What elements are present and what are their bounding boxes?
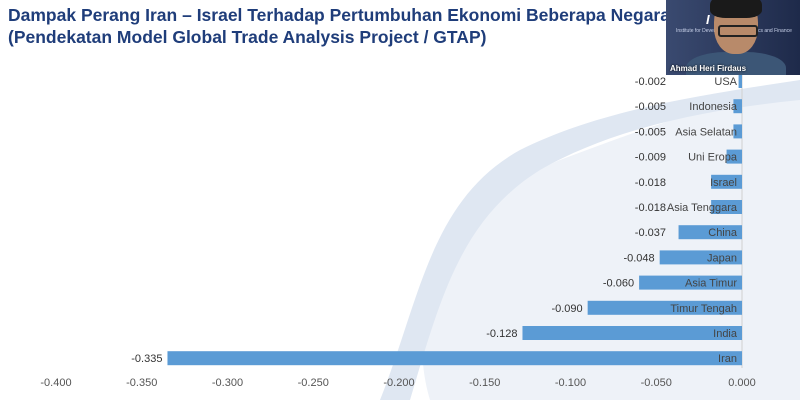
- x-tick-label: 0.000: [728, 377, 756, 389]
- bar-timur-tengah: [587, 300, 742, 315]
- bar-uni-eropa: [726, 149, 742, 164]
- category-label: Israel: [710, 177, 737, 189]
- slide-title: Dampak Perang Iran – Israel Terhadap Per…: [8, 4, 670, 48]
- x-tick-label: -0.100: [555, 377, 586, 389]
- x-tick-label: -0.050: [641, 377, 672, 389]
- x-tick-label: -0.350: [126, 377, 157, 389]
- bar-indonesia: [733, 99, 742, 114]
- x-tick-label: -0.250: [298, 377, 329, 389]
- value-label: -0.002: [635, 76, 666, 88]
- bar-israel: [711, 174, 742, 189]
- category-label: China: [708, 227, 738, 239]
- institute-logo: I: [706, 12, 710, 27]
- value-label: -0.060: [603, 278, 634, 290]
- value-label: -0.009: [635, 152, 666, 164]
- participant-name: Ahmad Heri Firdaus: [670, 64, 747, 73]
- x-tick-label: -0.150: [469, 377, 500, 389]
- category-label: USA: [714, 76, 737, 88]
- value-label: -0.128: [486, 328, 517, 340]
- bar-usa: [738, 74, 742, 88]
- category-label: Asia Selatan: [675, 126, 737, 138]
- bar-asia-selatan: [733, 124, 742, 139]
- bar-asia-tenggara: [711, 200, 742, 214]
- category-label: Asia Tenggara: [667, 202, 738, 214]
- bar-india: [522, 326, 742, 340]
- category-label: Iran: [718, 353, 737, 365]
- value-label: -0.335: [131, 353, 162, 365]
- category-label: Indonesia: [689, 101, 738, 113]
- bar-china: [678, 225, 742, 240]
- value-label: -0.037: [635, 227, 666, 239]
- slide-title-line1: Dampak Perang Iran – Israel Terhadap Per…: [8, 5, 670, 25]
- category-label: Timur Tengah: [670, 303, 737, 315]
- value-label: -0.005: [635, 126, 666, 138]
- value-label: -0.018: [635, 177, 666, 189]
- bar-asia-timur: [639, 275, 742, 290]
- value-label: -0.048: [623, 252, 654, 264]
- value-label: -0.090: [551, 303, 582, 315]
- category-label: Asia Timur: [685, 278, 737, 290]
- bar-iran: [167, 351, 743, 366]
- value-label: -0.018: [635, 202, 666, 214]
- category-label: Japan: [707, 252, 737, 264]
- category-label: India: [713, 328, 738, 340]
- x-tick-label: -0.400: [40, 377, 71, 389]
- x-tick-label: -0.200: [383, 377, 414, 389]
- bar-japan: [659, 250, 742, 265]
- slide-title-line2: (Pendekatan Model Global Trade Analysis …: [8, 27, 487, 47]
- x-tick-label: -0.300: [212, 377, 243, 389]
- value-label: -0.005: [635, 101, 666, 113]
- webcam-video[interactable]: I Institute for Development of Economics…: [666, 0, 800, 75]
- category-label: Uni Eropa: [688, 152, 738, 164]
